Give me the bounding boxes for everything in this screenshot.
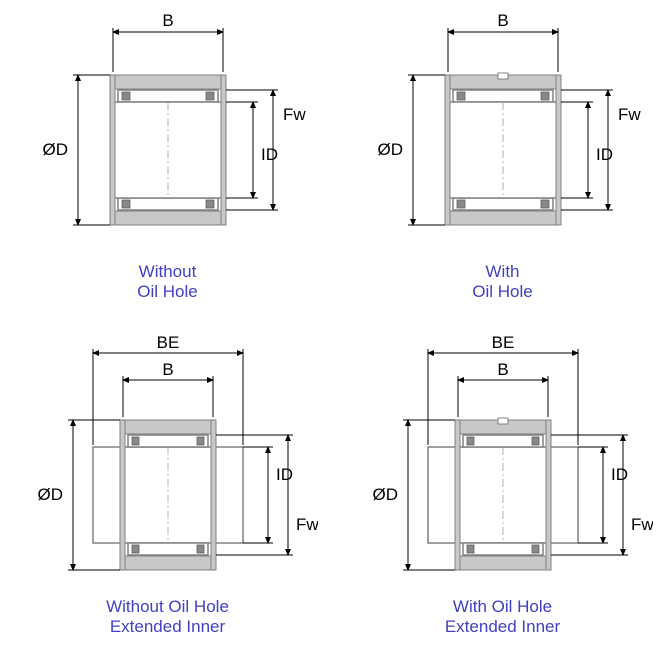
label-b: B (162, 11, 173, 30)
label-od: ØD (42, 140, 68, 159)
label-fw: Fw (283, 105, 306, 124)
caption-top-right: With Oil Hole (472, 262, 532, 303)
caption-line1: With (486, 262, 520, 281)
caption-line2: Extended Inner (110, 617, 225, 636)
cell-bottom-right: BE B ØD ID Fw With Oil Hole Ext (335, 335, 670, 670)
caption-line2: Extended Inner (445, 617, 560, 636)
diagram-without-oil-hole: B ØD Fw ID (18, 0, 318, 260)
diagram-with-oil-hole: B ØD Fw ID (353, 0, 653, 260)
label-fw: Fw (631, 515, 653, 534)
label-be: BE (491, 335, 514, 352)
label-fw: Fw (618, 105, 641, 124)
diagram-with-oil-hole-ext: BE B ØD ID Fw (353, 335, 653, 595)
caption-line2: Oil Hole (137, 282, 197, 301)
label-od: ØD (372, 485, 398, 504)
label-be: BE (156, 335, 179, 352)
label-od: ØD (37, 485, 63, 504)
caption-line1: With Oil Hole (453, 597, 552, 616)
diagram-without-oil-hole-ext: BE B ØD ID Fw (18, 335, 318, 595)
cell-top-right: B ØD Fw ID With Oil Hole (335, 0, 670, 335)
label-id: ID (276, 465, 293, 484)
label-id: ID (611, 465, 628, 484)
label-id: ID (596, 145, 613, 164)
cell-bottom-left: BE B ØD ID Fw (0, 335, 335, 670)
label-fw: Fw (296, 515, 318, 534)
label-od: ØD (377, 140, 403, 159)
label-b: B (162, 360, 173, 379)
cell-top-left: B ØD Fw ID Without Oil Hole (0, 0, 335, 335)
caption-bottom-left: Without Oil Hole Extended Inner (106, 597, 229, 638)
caption-top-left: Without Oil Hole (137, 262, 197, 303)
label-id: ID (261, 145, 278, 164)
caption-line1: Without Oil Hole (106, 597, 229, 616)
caption-bottom-right: With Oil Hole Extended Inner (445, 597, 560, 638)
label-b: B (497, 11, 508, 30)
caption-line1: Without (139, 262, 197, 281)
diagram-grid: B ØD Fw ID Without Oil Hole (0, 0, 670, 670)
label-b: B (497, 360, 508, 379)
caption-line2: Oil Hole (472, 282, 532, 301)
